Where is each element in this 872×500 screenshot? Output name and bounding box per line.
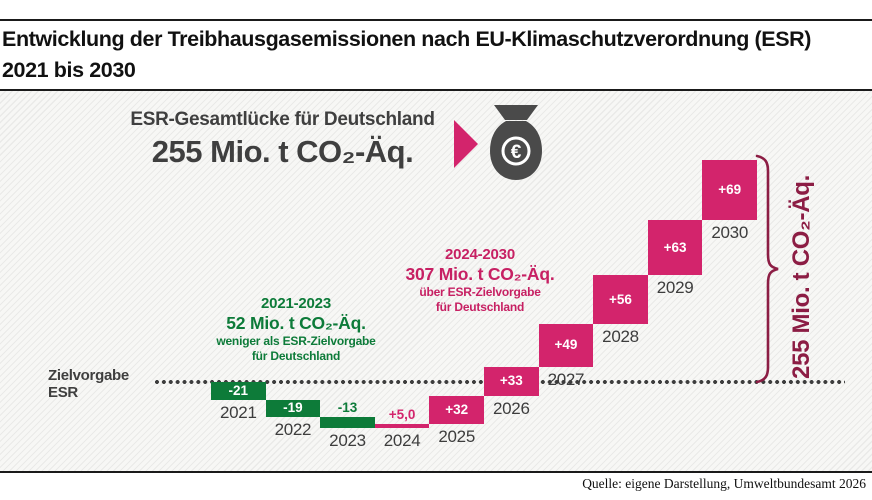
annotation-green-value: 52 Mio. t CO₂-Äq. bbox=[226, 313, 366, 333]
bar-year-label: 2025 bbox=[438, 427, 475, 446]
bar-year-label: 2021 bbox=[219, 403, 257, 423]
page-title: Entwicklung der Treibhausgasemissionen n… bbox=[2, 24, 862, 86]
euro-ring bbox=[501, 136, 531, 166]
annotation-pink-period: 2024-2030 bbox=[445, 246, 515, 263]
waterfall-bar-2027: +49 bbox=[538, 324, 594, 368]
waterfall-bar-2025: +32 bbox=[429, 396, 484, 424]
esr-gap-label: ESR-Gesamtlücke für Deutschland bbox=[130, 109, 435, 130]
annotation-2021-2023: 2021-2023 52 Mio. t CO₂-Äq. weniger als … bbox=[184, 295, 408, 363]
bar-value-label: -13 bbox=[337, 400, 358, 415]
bar-value-label: -21 bbox=[228, 383, 249, 398]
page-title-line2: 2021 bis 2030 bbox=[2, 58, 136, 82]
waterfall-bar-2022: -19 bbox=[265, 400, 321, 417]
euro-symbol: € bbox=[511, 142, 522, 163]
annotation-green-period: 2021-2023 bbox=[261, 295, 331, 312]
annotation-pink-value: 307 Mio. t CO₂-Äq. bbox=[405, 264, 555, 284]
esr-gap-value: 255 Mio. t CO₂-Äq. bbox=[151, 134, 414, 169]
title-divider-rule bbox=[0, 89, 872, 91]
page-title-line1: Entwicklung der Treibhausgasemissionen n… bbox=[2, 27, 812, 51]
bar-value-label: -19 bbox=[283, 400, 303, 416]
bar-year-label: 2022 bbox=[274, 420, 312, 439]
annotation-pink-line1: über ESR-Zielvorgabe bbox=[419, 285, 541, 299]
bar-year-label: 2026 bbox=[492, 399, 530, 418]
waterfall-bar-2023 bbox=[320, 417, 375, 429]
bar-year-label: 2027 bbox=[547, 370, 585, 390]
bar-value-label: +49 bbox=[554, 337, 578, 353]
bar-year-label: 2023 bbox=[329, 431, 366, 451]
bar-year-label: 2028 bbox=[602, 327, 639, 347]
bar-value-label: +33 bbox=[499, 373, 523, 389]
brace-total-label: 255 Mio. t CO₂-Äq. bbox=[788, 175, 815, 379]
bar-year-label: 2024 bbox=[383, 431, 421, 451]
chart-area: ESR-Gesamtlücke für Deutschland 255 Mio.… bbox=[0, 91, 872, 471]
esr-gap-callout: ESR-Gesamtlücke für Deutschland 255 Mio.… bbox=[115, 109, 450, 170]
bar-year-label: 2029 bbox=[656, 278, 694, 298]
annotation-pink-line2: für Deutschland bbox=[435, 299, 525, 314]
waterfall-bar-2026: +33 bbox=[484, 367, 539, 396]
waterfall-bar-2024 bbox=[374, 424, 430, 429]
triangle-right-icon bbox=[454, 120, 478, 168]
source-credit: Quelle: eigene Darstellung, Umweltbundes… bbox=[582, 476, 866, 491]
annotation-green-line1: weniger als ESR-Zielvorgabe bbox=[216, 334, 376, 348]
waterfall-bar-2028: +56 bbox=[593, 275, 648, 325]
waterfall-bar-2021: -21 bbox=[211, 382, 266, 401]
bar-value-label: +63 bbox=[663, 240, 687, 256]
top-rule bbox=[0, 19, 872, 21]
footer-rule bbox=[0, 471, 872, 473]
bar-year-label: 2030 bbox=[711, 223, 748, 243]
bar-value-label: +32 bbox=[445, 402, 469, 417]
waterfall-bar-2029: +63 bbox=[647, 220, 703, 276]
brace-bracket bbox=[755, 154, 779, 384]
bar-value-label: +69 bbox=[718, 181, 742, 197]
annotation-green-line2: für Deutschland bbox=[251, 348, 341, 363]
money-bag-euro-icon: € bbox=[490, 105, 542, 180]
bar-value-label: +5,0 bbox=[388, 407, 416, 422]
bar-value-label: +56 bbox=[609, 292, 632, 308]
waterfall-bar-2030: +69 bbox=[702, 159, 757, 221]
baseline-label: Zielvorgabe ESR bbox=[48, 367, 129, 401]
annotation-2024-2030: 2024-2030 307 Mio. t CO₂-Äq. über ESR-Zi… bbox=[368, 246, 592, 314]
